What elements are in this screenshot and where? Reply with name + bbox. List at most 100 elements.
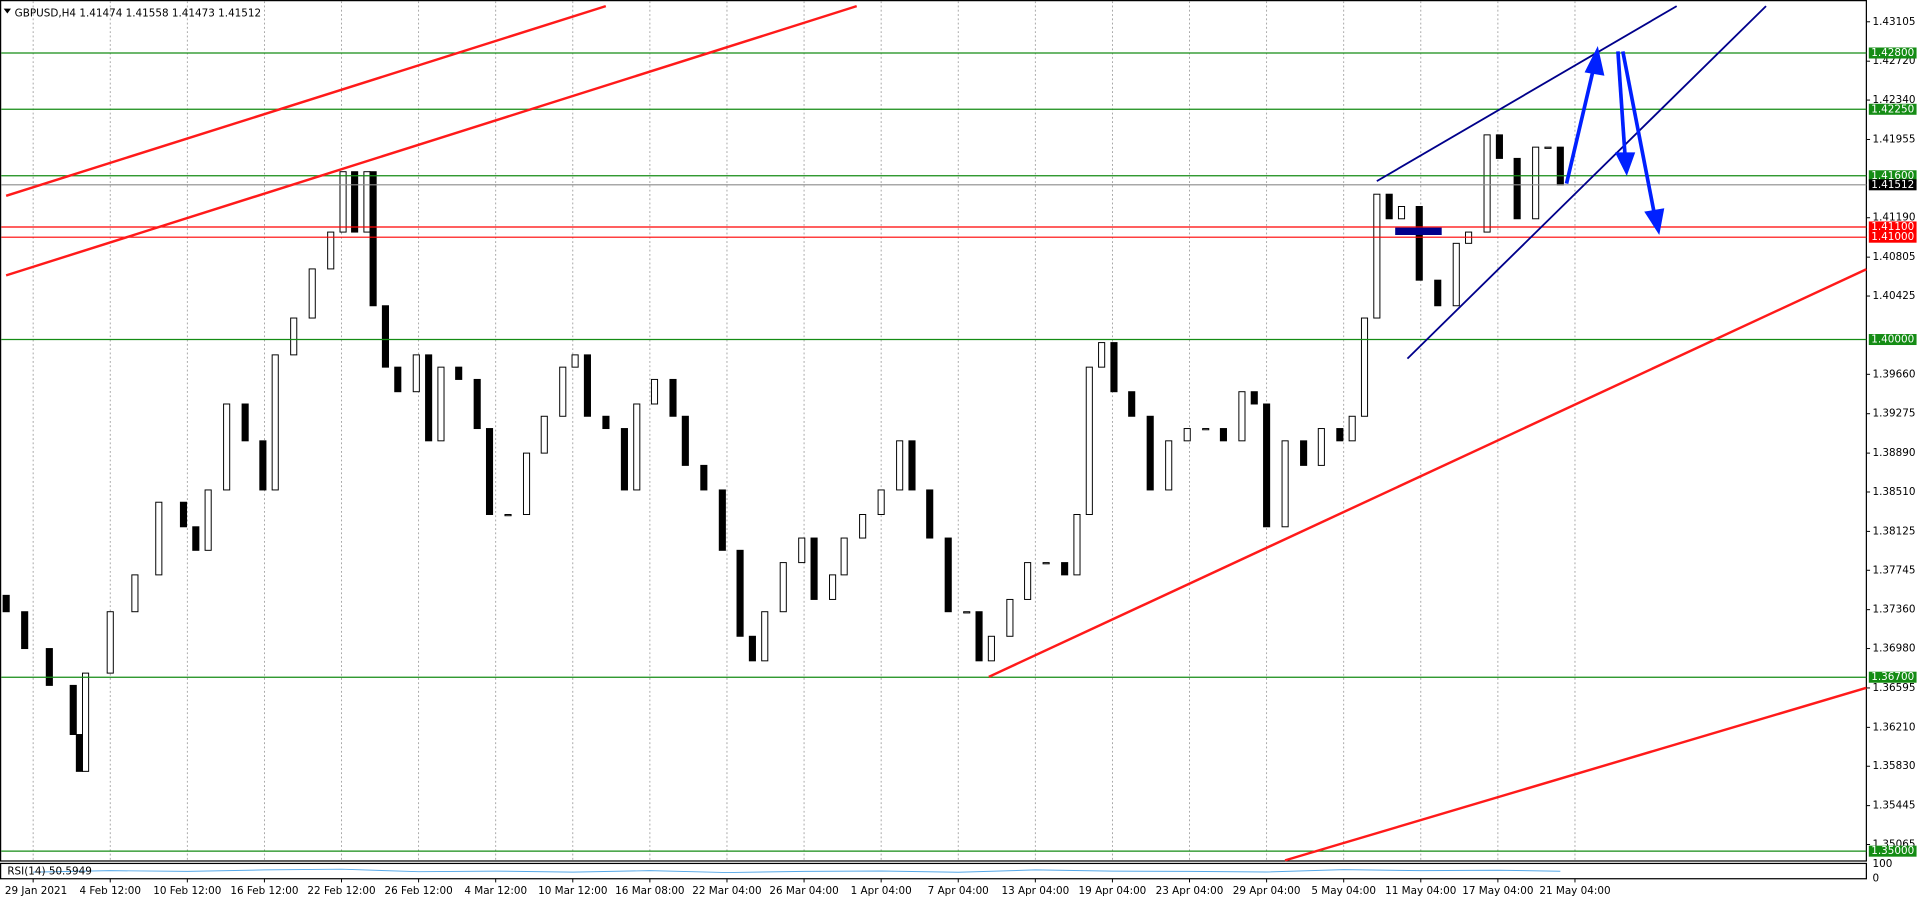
candle [650, 378, 659, 405]
candle [1415, 206, 1423, 281]
candle [1360, 317, 1369, 417]
candle [1219, 428, 1227, 442]
candle [859, 514, 867, 539]
candle [425, 354, 433, 442]
level-label: 1.41000 [1871, 231, 1914, 243]
x-tick-label: 26 Mar 04:00 [769, 885, 838, 897]
candle [412, 354, 420, 393]
rsi-label: RSI(14) 50.5949 [7, 865, 91, 877]
candle [896, 440, 904, 491]
candle [926, 489, 934, 539]
y-tick-label: 1.38510 [1872, 486, 1915, 498]
arrow [1621, 51, 1657, 216]
level-box [1868, 221, 1917, 233]
level-label: 1.40000 [1871, 334, 1914, 346]
candle [339, 171, 347, 233]
arrows [1564, 45, 1665, 235]
y-tick-label: 1.37745 [1872, 564, 1915, 576]
trend-line [5, 4, 858, 277]
candle [327, 231, 335, 270]
level-box [1868, 231, 1917, 243]
candle [975, 611, 983, 662]
x-tick-label: 10 Mar 12:00 [538, 885, 607, 897]
x-tick-label: 11 May 04:00 [1385, 885, 1456, 897]
candle [963, 611, 971, 614]
candle [602, 415, 610, 430]
x-tick-label: 16 Feb 12:00 [230, 885, 298, 897]
candle [1202, 428, 1210, 431]
candle [1061, 562, 1069, 576]
x-tick-label: 13 Apr 04:00 [1001, 885, 1069, 897]
plot [1, 1, 1871, 883]
candle [908, 440, 916, 491]
candle [1098, 342, 1106, 368]
candle [944, 537, 952, 613]
rsi-tick-label: 0 [1872, 873, 1879, 885]
y-tick-label: 1.40805 [1872, 251, 1915, 263]
x-tick-label: 5 May 04:00 [1311, 885, 1376, 897]
x-tick-label: 29 Apr 04:00 [1233, 885, 1301, 897]
candle [21, 611, 29, 650]
candle [700, 464, 708, 491]
channel-line [1406, 5, 1767, 360]
candle [2, 594, 10, 613]
candle [1263, 403, 1271, 528]
arrow-head [1614, 152, 1636, 177]
trend-line [1284, 686, 1867, 862]
level-box [1868, 103, 1917, 115]
candle [1348, 415, 1356, 442]
x-tick-label: 22 Feb 12:00 [307, 885, 375, 897]
candle [761, 611, 769, 662]
level-box [1868, 334, 1917, 346]
candle [1495, 134, 1503, 159]
candle [681, 415, 689, 466]
candle [1146, 415, 1154, 491]
rsi-tick-label: 100 [1872, 858, 1892, 870]
candle [748, 635, 756, 662]
candle [394, 366, 402, 393]
arrow [1564, 63, 1597, 185]
channel-line [1376, 5, 1678, 182]
y-tick-label: 1.40425 [1872, 290, 1915, 302]
y-tick-label: 1.38125 [1872, 525, 1915, 537]
candle [179, 501, 188, 528]
candle [1397, 206, 1406, 220]
candle [798, 537, 806, 564]
chart-title: GBPUSD,H4 1.41474 1.41558 1.41473 1.4151… [15, 7, 261, 19]
candle [1024, 562, 1032, 600]
level-label: 1.42250 [1871, 103, 1914, 115]
candle [1073, 514, 1081, 576]
candle [131, 574, 139, 613]
y-tick-label: 1.41190 [1872, 212, 1915, 224]
x-tick-label: 29 Jan 2021 [5, 885, 67, 897]
candle [1300, 440, 1308, 466]
candle [369, 171, 377, 307]
level-label: 1.42800 [1871, 47, 1914, 59]
candle [241, 403, 249, 442]
candle [987, 635, 995, 662]
candle [290, 317, 298, 356]
level-box [1868, 47, 1917, 59]
candle [1556, 146, 1564, 186]
menu-arrow[interactable] [3, 8, 12, 14]
zone-box [1395, 227, 1442, 235]
candle [155, 501, 163, 576]
candle [381, 305, 390, 368]
level-box [1868, 845, 1917, 857]
y-tick-label: 1.37360 [1872, 604, 1915, 616]
level-label: 1.41512 [1871, 179, 1914, 191]
level-label: 1.36700 [1871, 671, 1914, 683]
candle [1385, 193, 1393, 220]
x-tick-label: 4 Mar 12:00 [464, 885, 527, 897]
candle [69, 684, 77, 736]
candle [583, 354, 591, 417]
candle [82, 672, 90, 772]
candle [1006, 598, 1014, 637]
drawings [5, 4, 1867, 862]
candle [540, 415, 548, 454]
candle [1373, 193, 1381, 319]
x-tick-label: 4 Feb 12:00 [79, 885, 141, 897]
x-tick-label: 19 Apr 04:00 [1079, 885, 1147, 897]
level-box [1868, 179, 1917, 191]
